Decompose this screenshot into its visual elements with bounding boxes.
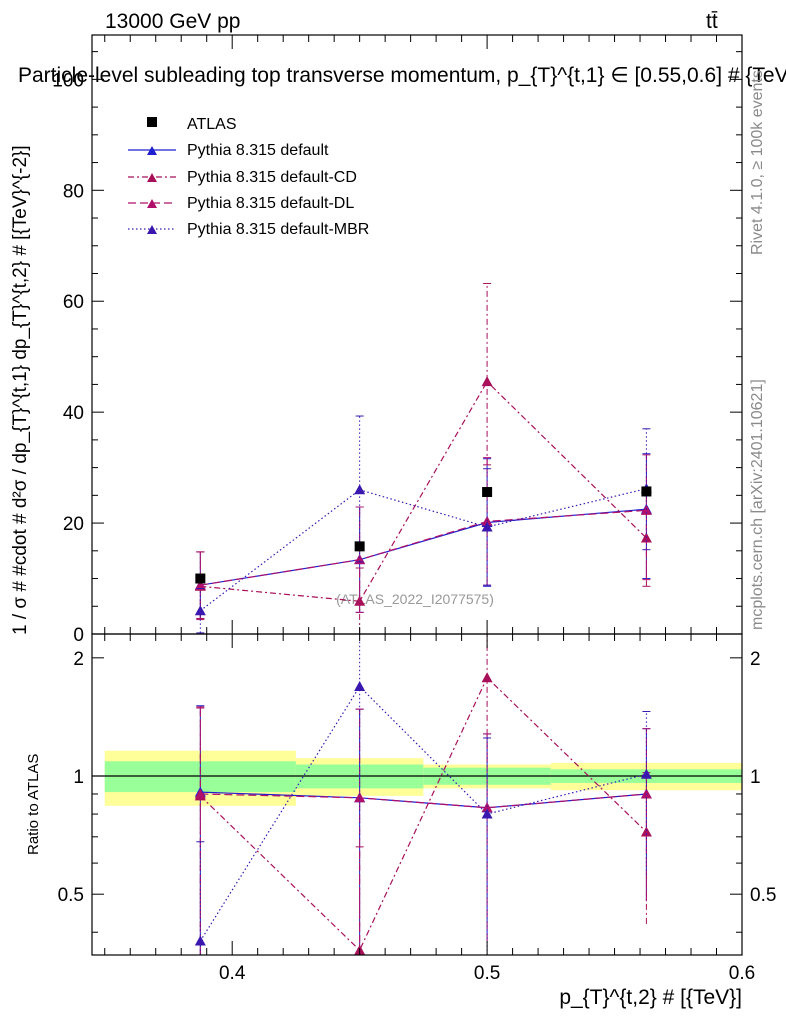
ratio-marker-3: [481, 808, 493, 819]
ratio-tick-label-right: 0.5: [750, 885, 776, 906]
series-marker-2: [640, 504, 652, 515]
y-tick-label: 80: [63, 181, 84, 202]
ratio-marker-1: [640, 826, 652, 837]
legend-label-atlas: ATLAS: [187, 116, 237, 133]
ratio-line-3: [199, 685, 647, 942]
ratio-marker-3: [194, 935, 206, 946]
y-tick-label: 20: [63, 514, 84, 535]
ratio-frame: [91, 633, 743, 956]
ratio-marker-1: [481, 672, 493, 683]
ratio-marker-2: [354, 792, 366, 803]
legend-label-mbr: Pythia 8.315 default-MBR: [187, 221, 369, 238]
series-marker-3: [194, 605, 206, 616]
atlas-data-point: [354, 541, 365, 552]
legend-marker-dl: [147, 199, 157, 208]
y-tick-label: 60: [63, 292, 84, 313]
ratio-tick-label: 1: [73, 767, 84, 788]
legend-label-default: Pythia 8.315 default: [187, 142, 329, 159]
y-axis-title: 1 / σ # #cdot # d²σ / dp_{T}^{t,1} dp_{T…: [10, 145, 31, 635]
energy-label: 13000 GeV pp: [105, 10, 240, 33]
ratio-marker-2: [481, 802, 493, 813]
legend-marker-default: [147, 146, 157, 155]
ratio-tick-label-right: 1: [750, 767, 761, 788]
legend: ATLAS Pythia 8.315 default Pythia 8.315 …: [128, 116, 369, 238]
series-marker-3: [481, 521, 493, 532]
x-tick-label: 0.5: [474, 963, 500, 984]
legend-label-cd: Pythia 8.315 default-CD: [187, 169, 357, 186]
ratio-marker-3: [354, 681, 366, 692]
ratio-tick-label: 0.5: [58, 885, 84, 906]
legend-label-dl: Pythia 8.315 default-DL: [187, 195, 354, 212]
ratio-y-axis-title: Ratio to ATLAS: [25, 754, 42, 855]
process-label: tt̄: [706, 10, 718, 33]
series-marker-3: [354, 484, 366, 495]
ratio-tick-label-right: 2: [750, 649, 761, 670]
x-tick-label: 0.4: [219, 963, 246, 984]
series-line-0: [200, 508, 647, 586]
x-tick-label: 0.6: [729, 963, 755, 984]
series-marker-2: [194, 579, 206, 590]
y-tick-label: 100: [52, 70, 84, 91]
series-marker-1: [481, 376, 493, 387]
legend-marker-cd: [147, 173, 157, 182]
mcplots-label: mcplots.cern.ch [arXiv:2401.10621]: [749, 379, 766, 630]
legend-marker-mbr: [147, 225, 157, 234]
legend-marker-atlas: [147, 117, 157, 127]
ratio-tick-label: 2: [73, 649, 84, 670]
atlas-data-point: [641, 486, 652, 497]
ratio-marker-2: [194, 788, 206, 799]
series-line-1: [200, 380, 647, 602]
ratio-marker-3: [640, 768, 652, 779]
series-line-2: [200, 509, 647, 586]
x-axis-title: p_{T}^{t,2} # [{TeV}]: [559, 986, 742, 1009]
rivet-label: Rivet 4.1.0, ≥ 100k events: [749, 70, 766, 255]
chart-title: Particle-level subleading top transverse…: [18, 64, 786, 87]
series-marker-1: [354, 595, 366, 606]
y-tick-label: 40: [63, 403, 84, 424]
atlas-data-point: [482, 487, 493, 498]
ratio-line-1: [199, 676, 647, 952]
ratio-line-2: [200, 793, 647, 809]
y-tick-label: 0: [73, 625, 84, 646]
analysis-watermark: (ATLAS_2022_I2077575): [336, 591, 494, 607]
atlas-data-point: [195, 573, 206, 584]
